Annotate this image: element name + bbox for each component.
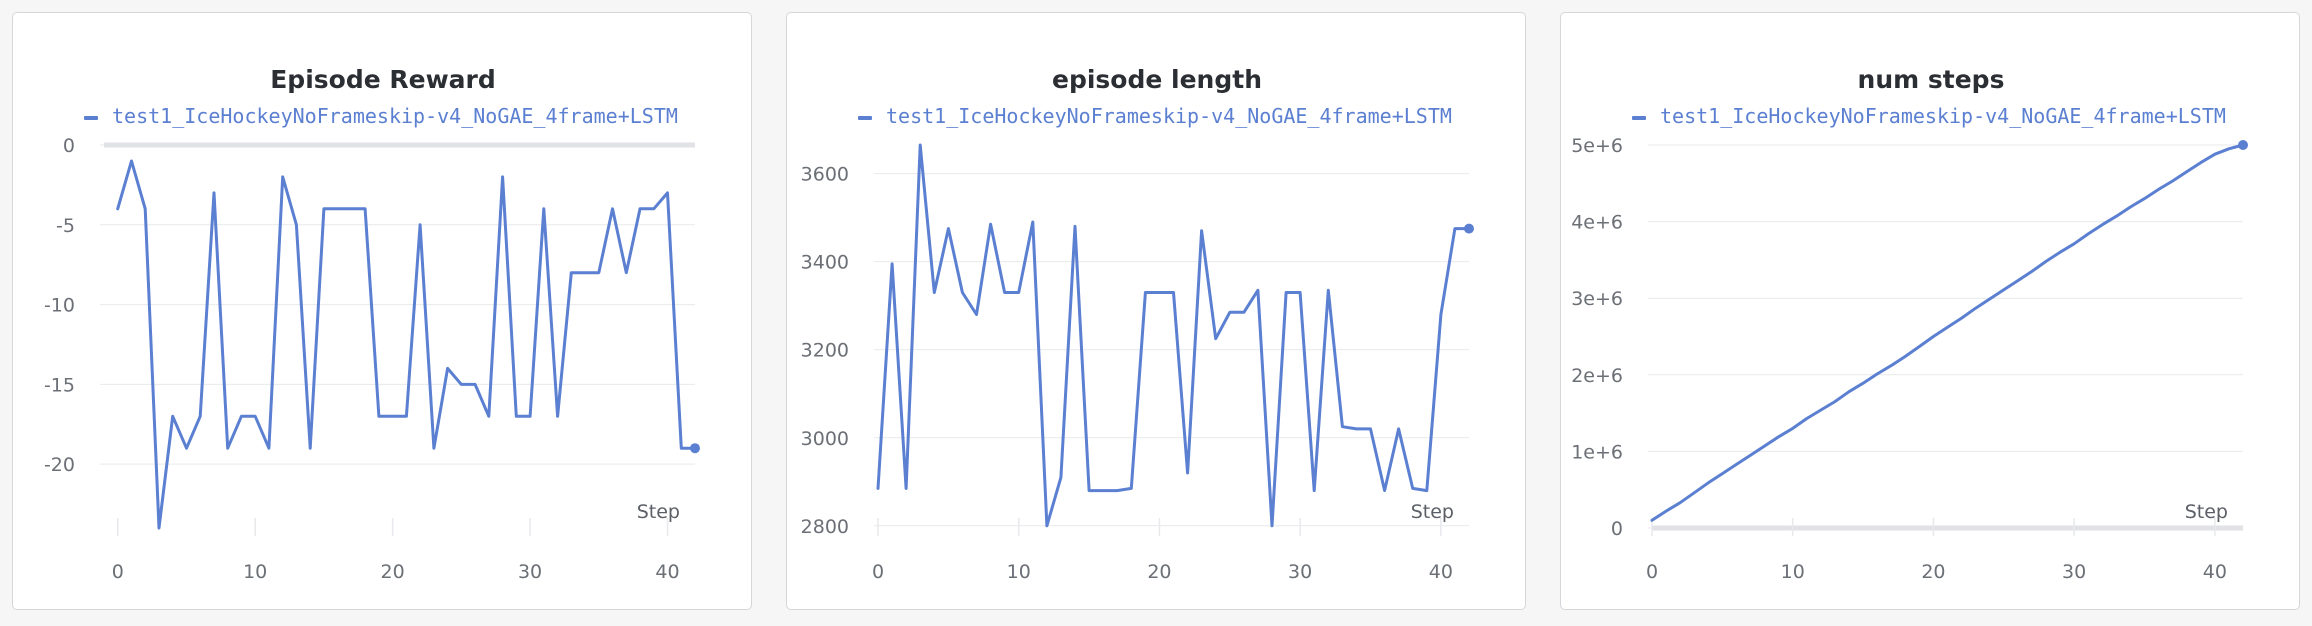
plot-area[interactable]: [876, 143, 1474, 528]
series-line[interactable]: [1650, 143, 2245, 522]
x-tick-label: 20: [381, 561, 405, 583]
series-endpoint[interactable]: [690, 443, 700, 454]
legend-label: test1_IceHockeyNoFrameskip-v4_NoGAE_4fra…: [112, 104, 678, 128]
x-tick-label: 20: [1147, 561, 1171, 583]
chart-svg-episode-reward: Episode Reward test1_IceHockeyNoFrameski…: [44, 65, 700, 583]
legend-swatch: [84, 116, 98, 120]
x-axis-ticks: 0 10 20 30 40: [872, 518, 1453, 583]
y-tick-label: -5: [56, 215, 75, 237]
series-line[interactable]: [876, 143, 1471, 528]
chart-svg-episode-length: episode length test1_IceHockeyNoFrameski…: [801, 65, 1474, 583]
y-tick-label: 4e+6: [1571, 212, 1623, 234]
x-tick-label: 40: [655, 561, 679, 583]
chart-svg-num-steps: num steps test1_IceHockeyNoFrameskip-v4_…: [1571, 65, 2248, 583]
x-axis-ticks: 0 10 20 30 40: [1646, 518, 2227, 583]
chart-panel-episode-reward[interactable]: Episode Reward test1_IceHockeyNoFrameski…: [12, 12, 752, 610]
y-tick-label: 3e+6: [1571, 288, 1623, 310]
legend-label: test1_IceHockeyNoFrameskip-v4_NoGAE_4fra…: [886, 104, 1452, 128]
grid-lines: [874, 173, 1469, 527]
y-axis-ticks: 5e+6 4e+6 3e+6 2e+6 1e+6 0: [1571, 135, 1623, 540]
y-tick-label: 3400: [801, 252, 849, 274]
chart-panel-episode-length[interactable]: episode length test1_IceHockeyNoFrameski…: [786, 12, 1526, 610]
y-tick-label: 5e+6: [1571, 135, 1623, 157]
legend[interactable]: test1_IceHockeyNoFrameskip-v4_NoGAE_4fra…: [84, 104, 678, 128]
y-tick-label: -20: [44, 454, 75, 476]
legend-swatch: [1632, 116, 1646, 120]
x-axis-label: Step: [1411, 501, 1454, 523]
legend-swatch: [858, 116, 872, 120]
y-axis-ticks: 3600 3400 3200 3000 2800: [801, 164, 849, 538]
x-tick-label: 40: [1429, 561, 1453, 583]
x-tick-label: 30: [1288, 561, 1312, 583]
plot-area[interactable]: [1650, 140, 2248, 522]
x-tick-label: 10: [1781, 561, 1805, 583]
legend[interactable]: test1_IceHockeyNoFrameskip-v4_NoGAE_4fra…: [858, 104, 1452, 128]
y-tick-label: 2e+6: [1571, 365, 1623, 387]
x-tick-label: 40: [2203, 561, 2227, 583]
x-axis-label: Step: [637, 501, 680, 523]
grid-lines: [1648, 144, 2243, 529]
y-tick-label: 3600: [801, 164, 849, 186]
y-tick-label: 1e+6: [1571, 441, 1623, 463]
y-tick-label: 2800: [801, 516, 849, 538]
plot-area[interactable]: [116, 159, 700, 530]
x-axis-ticks: 0 10 20 30 40: [112, 518, 680, 583]
series-endpoint[interactable]: [2238, 140, 2248, 150]
series-endpoint[interactable]: [1464, 223, 1474, 234]
chart-title: num steps: [1858, 65, 2005, 94]
x-axis-label: Step: [2185, 501, 2228, 523]
x-tick-label: 0: [1646, 561, 1658, 583]
y-tick-label: 0: [63, 135, 75, 157]
y-tick-label: 0: [1611, 518, 1623, 540]
y-tick-label: 3000: [801, 428, 849, 450]
y-tick-label: -10: [44, 295, 75, 317]
y-tick-label: -15: [44, 374, 75, 396]
chart-title: Episode Reward: [270, 65, 496, 94]
series-line[interactable]: [116, 159, 697, 530]
chart-title: episode length: [1052, 65, 1262, 94]
legend[interactable]: test1_IceHockeyNoFrameskip-v4_NoGAE_4fra…: [1632, 104, 2226, 128]
x-tick-label: 30: [2062, 561, 2086, 583]
x-tick-label: 30: [518, 561, 542, 583]
x-tick-label: 20: [1921, 561, 1945, 583]
chart-panel-num-steps[interactable]: num steps test1_IceHockeyNoFrameskip-v4_…: [1560, 12, 2300, 610]
y-axis-ticks: 0 -5 -10 -15 -20: [44, 135, 75, 476]
x-tick-label: 0: [112, 561, 124, 583]
x-tick-label: 10: [243, 561, 267, 583]
x-tick-label: 10: [1007, 561, 1031, 583]
legend-label: test1_IceHockeyNoFrameskip-v4_NoGAE_4fra…: [1660, 104, 2226, 128]
x-tick-label: 0: [872, 561, 884, 583]
y-tick-label: 3200: [801, 340, 849, 362]
